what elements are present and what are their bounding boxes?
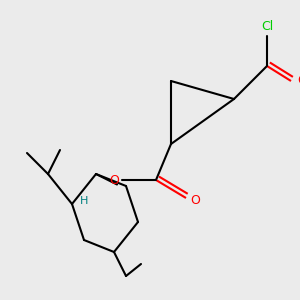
- Text: O: O: [190, 194, 200, 208]
- Text: O: O: [297, 74, 300, 88]
- Text: O: O: [109, 173, 119, 187]
- Text: H: H: [80, 196, 88, 206]
- Text: Cl: Cl: [261, 20, 273, 34]
